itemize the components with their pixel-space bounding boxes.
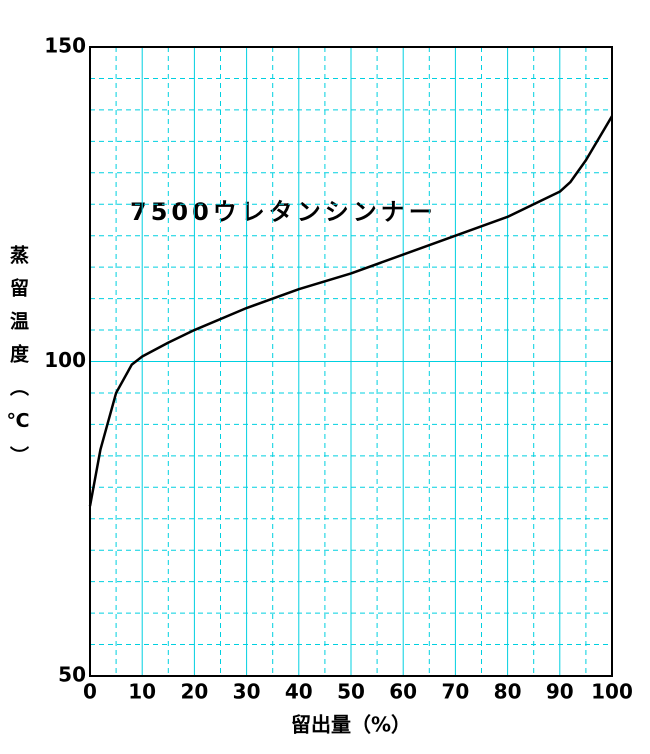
y-tick-label: 50 xyxy=(58,663,86,687)
curve xyxy=(88,115,614,507)
x-tick-label: 30 xyxy=(233,680,261,704)
x-tick-label: 0 xyxy=(83,680,97,704)
x-tick-label: 20 xyxy=(180,680,208,704)
x-tick-label: 80 xyxy=(494,680,522,704)
x-tick-label: 70 xyxy=(441,680,469,704)
y-tick-label: 100 xyxy=(44,348,86,372)
y-axis-label: 蒸留温度（℃） xyxy=(7,244,29,479)
curve-label: 7500ウレタンシンナー xyxy=(130,198,437,226)
plot-frame xyxy=(89,46,613,677)
x-tick-label: 90 xyxy=(546,680,574,704)
x-axis-label: 留出量（%） xyxy=(291,713,411,737)
x-tick-label: 50 xyxy=(337,680,365,704)
x-tick-label: 40 xyxy=(285,680,313,704)
x-tick-label: 60 xyxy=(389,680,417,704)
x-tick-label: 10 xyxy=(128,680,156,704)
y-tick-label: 150 xyxy=(44,34,86,58)
x-tick-label: 100 xyxy=(591,680,633,704)
